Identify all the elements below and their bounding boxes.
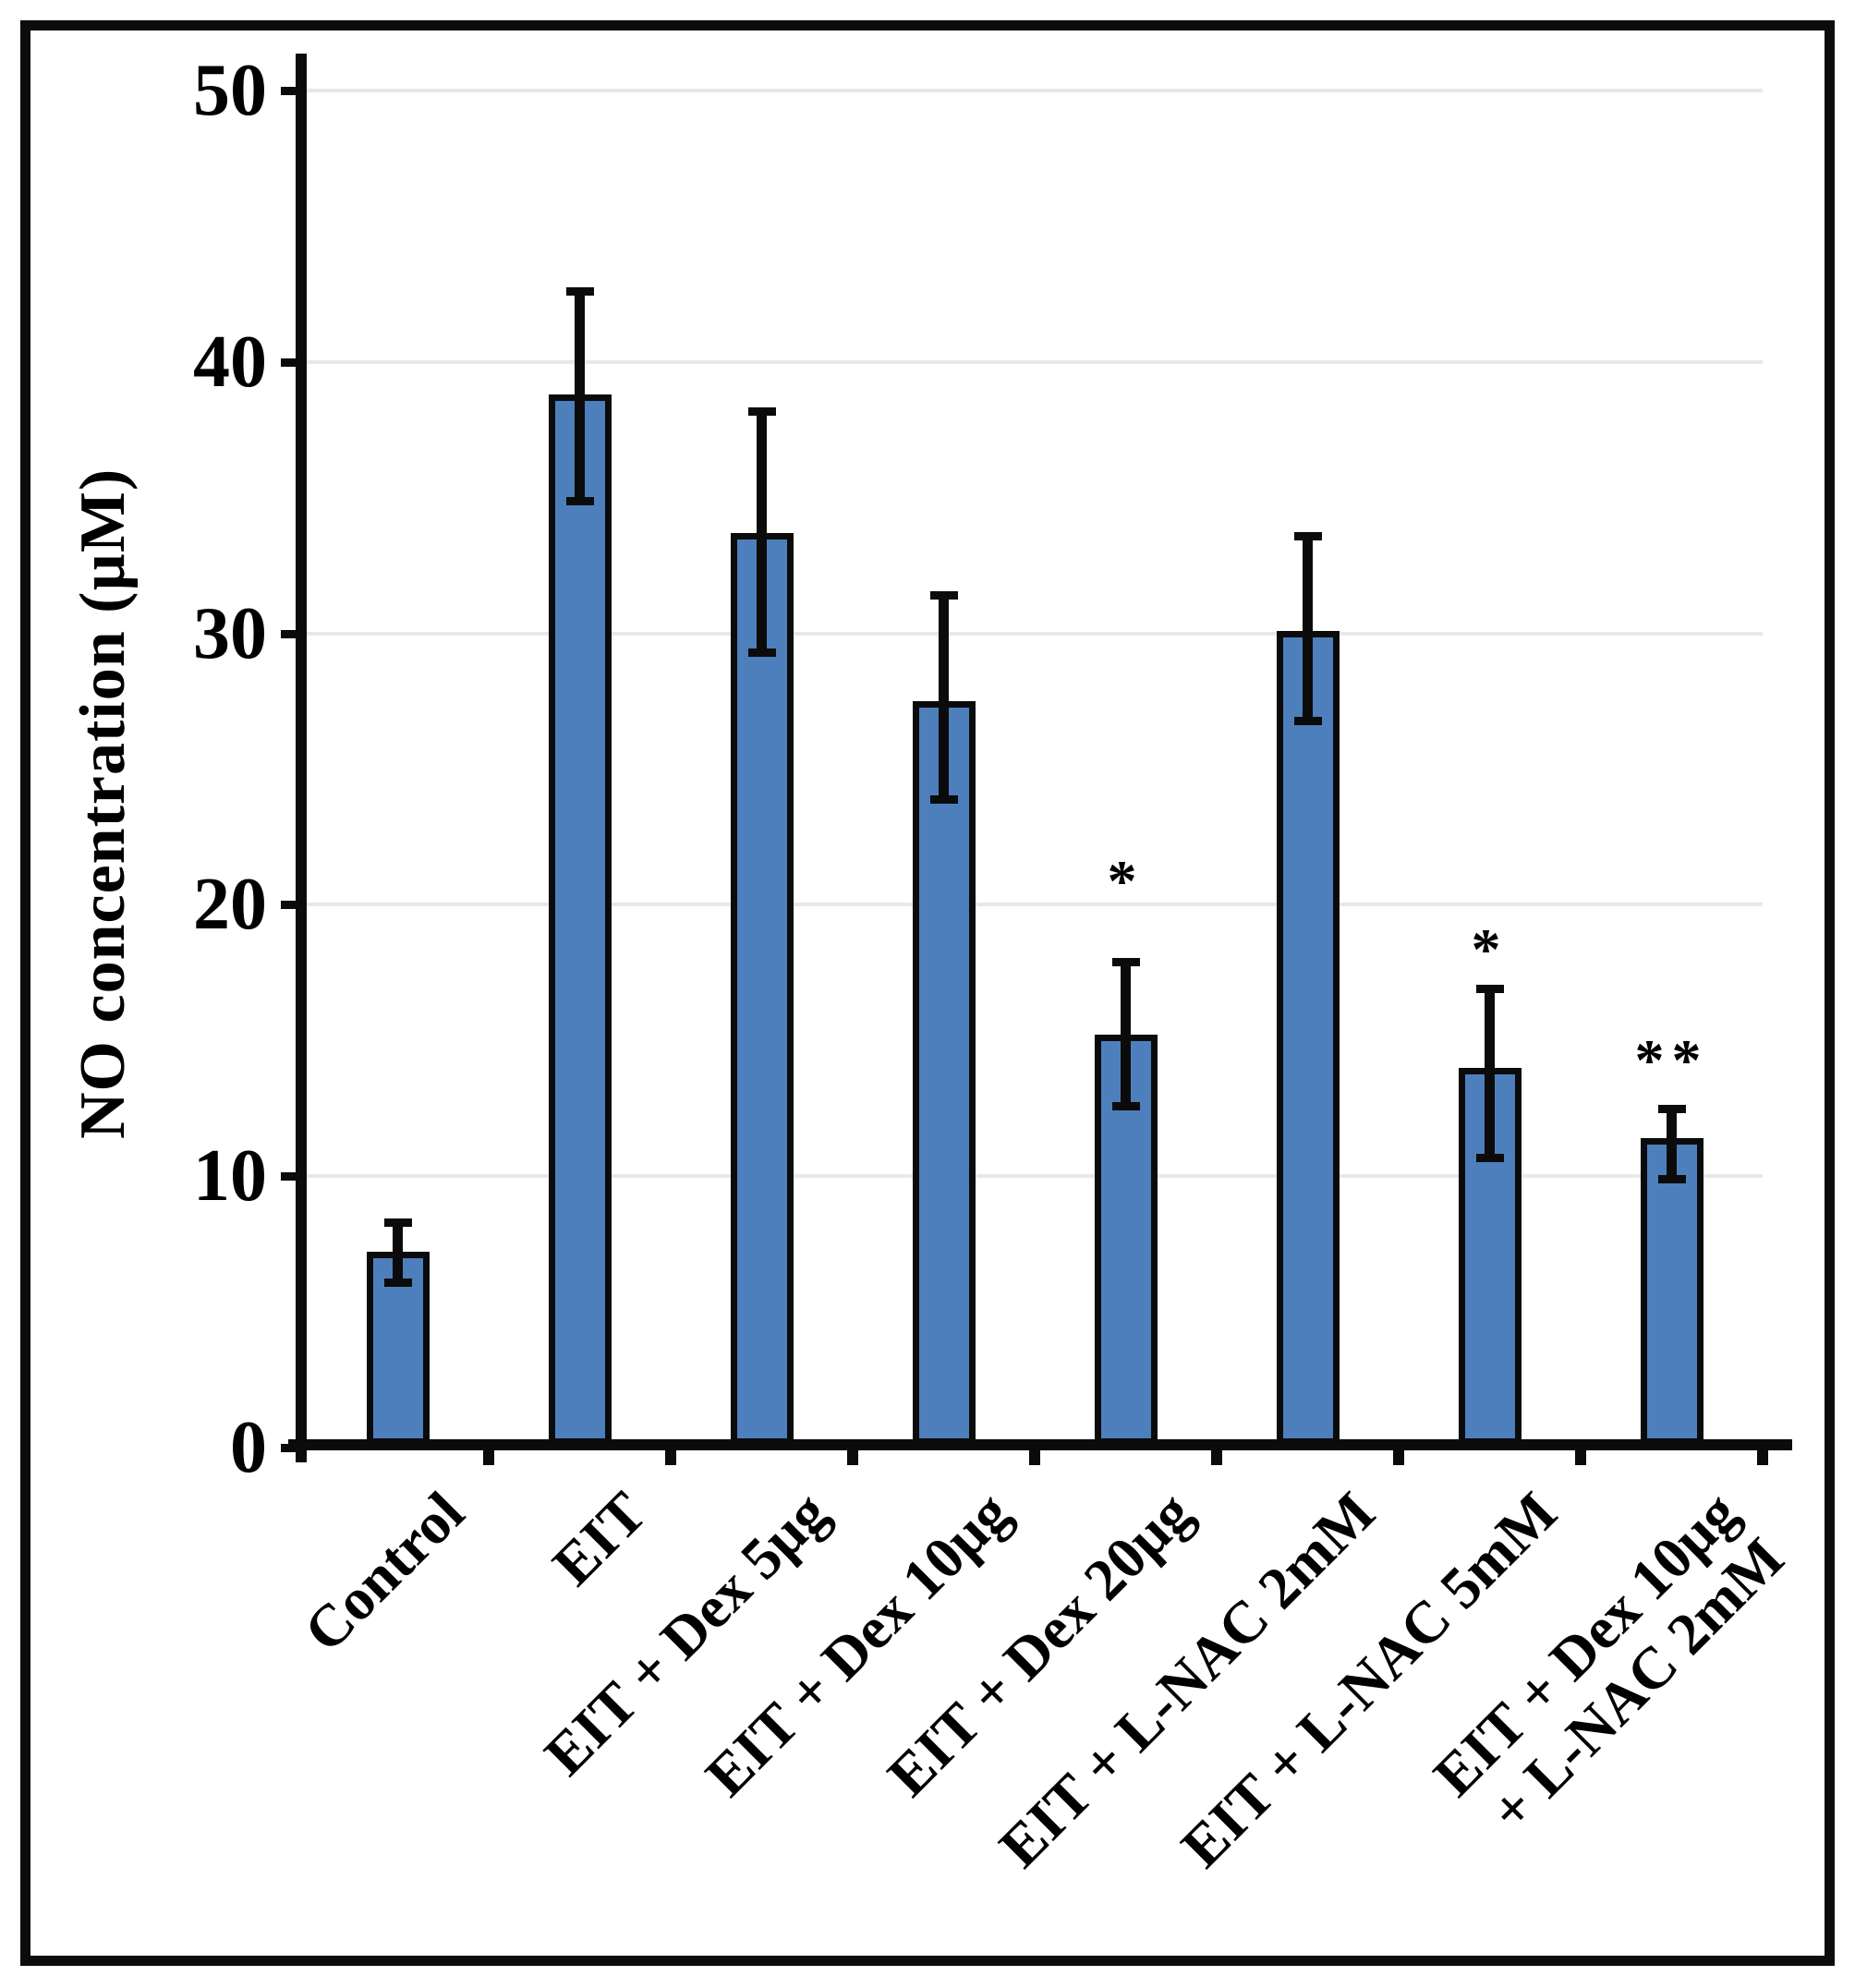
x-axis-tick xyxy=(1211,1450,1222,1465)
x-category-label: Control xyxy=(291,1479,477,1665)
x-category-label: EIT xyxy=(540,1479,659,1598)
gridline xyxy=(307,359,1763,364)
bar xyxy=(1458,1067,1522,1445)
y-tick-label: 20 xyxy=(193,864,267,946)
x-axis-tick xyxy=(1029,1450,1040,1465)
x-axis-tick xyxy=(1757,1450,1768,1465)
x-category-label-line: EIT xyxy=(540,1479,659,1598)
x-axis-tick xyxy=(483,1450,494,1465)
error-bar-cap-top xyxy=(565,287,594,297)
y-axis-line xyxy=(296,54,307,1462)
bar xyxy=(1276,630,1340,1445)
error-bar-line xyxy=(1121,962,1131,1106)
x-axis-line xyxy=(288,1439,1792,1450)
significance-marker: * xyxy=(1107,848,1145,915)
error-bar-cap-top xyxy=(383,1218,412,1228)
error-bar-cap-top xyxy=(1657,1104,1686,1113)
x-axis-tick xyxy=(665,1450,676,1465)
error-bar-line xyxy=(575,291,585,501)
significance-marker: * xyxy=(1471,915,1509,982)
gridline xyxy=(307,1174,1763,1179)
error-bar-line xyxy=(1485,988,1495,1158)
error-bar-cap-bottom xyxy=(1657,1175,1686,1184)
error-bar-cap-top xyxy=(1111,958,1140,967)
error-bar-cap-top xyxy=(1293,531,1322,540)
error-bar-cap-bottom xyxy=(747,649,776,658)
y-axis-tick xyxy=(281,87,296,95)
error-bar-line xyxy=(1303,535,1313,721)
error-bar-cap-bottom xyxy=(1475,1153,1504,1162)
error-bar-cap-bottom xyxy=(383,1278,412,1287)
y-tick-label: 10 xyxy=(193,1135,267,1218)
error-bar-cap-top xyxy=(1475,985,1504,994)
gridline xyxy=(307,903,1763,907)
error-bar-line xyxy=(393,1222,403,1282)
x-category-label-line: Control xyxy=(291,1479,477,1665)
gridline xyxy=(307,89,1763,92)
bar xyxy=(912,701,976,1445)
bar xyxy=(1640,1138,1703,1445)
gridline xyxy=(307,631,1763,636)
error-bar-cap-bottom xyxy=(929,794,958,804)
error-bar-line xyxy=(757,410,767,653)
y-tick-label: 0 xyxy=(230,1407,267,1488)
x-axis-tick xyxy=(847,1450,858,1465)
error-bar-cap-bottom xyxy=(1293,716,1322,725)
error-bar-cap-top xyxy=(747,406,776,416)
y-axis-tick xyxy=(281,1172,296,1182)
y-tick-label: 50 xyxy=(193,50,267,131)
error-bar-cap-bottom xyxy=(1111,1101,1140,1110)
y-tick-label: 40 xyxy=(193,321,267,403)
error-bar-cap-bottom xyxy=(565,496,594,505)
y-axis-tick xyxy=(281,629,296,638)
error-bar-line xyxy=(939,595,949,799)
significance-marker: ** xyxy=(1634,1027,1709,1094)
error-bar-line xyxy=(1667,1108,1677,1180)
bar xyxy=(730,532,794,1445)
y-tick-label: 30 xyxy=(193,592,267,674)
x-axis-tick xyxy=(1393,1450,1404,1465)
bar xyxy=(548,394,612,1445)
error-bar-cap-top xyxy=(929,591,958,600)
x-axis-tick xyxy=(1575,1450,1586,1465)
y-axis-tick xyxy=(281,358,296,367)
y-axis-tick xyxy=(281,901,296,910)
